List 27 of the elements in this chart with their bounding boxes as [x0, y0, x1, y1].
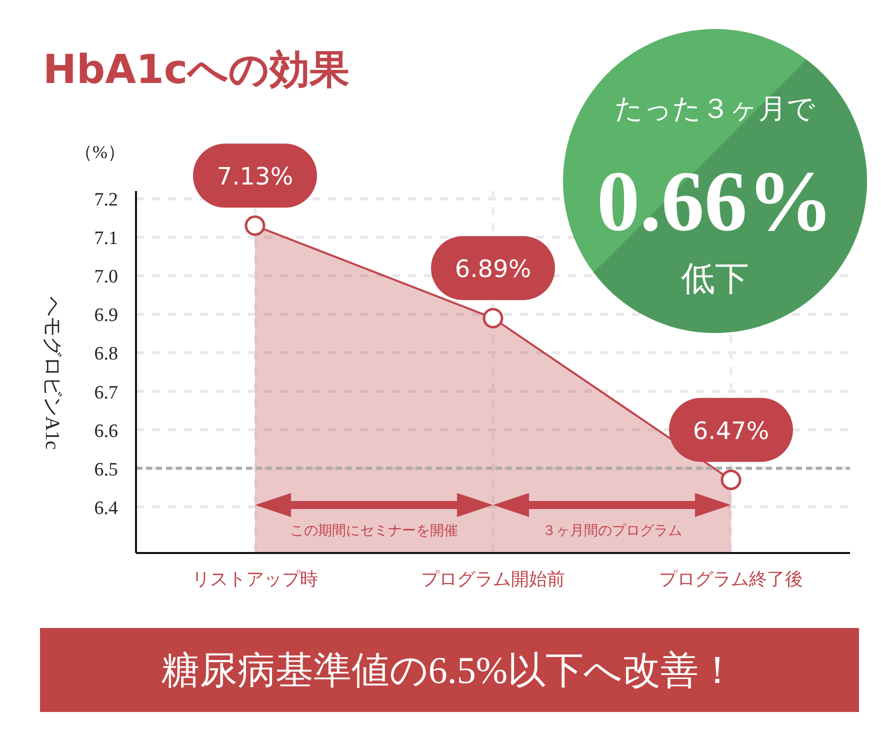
y-tick-label: 6.5 [94, 459, 118, 480]
annotation: この期間にセミナーを開催 [290, 523, 458, 539]
point [244, 215, 266, 236]
y-tick-label: 7.0 [94, 266, 118, 288]
y-tick-label: 6.4 [94, 498, 118, 519]
chart-title: HbA1cへの効果 [43, 47, 350, 93]
y-tick-label: 6.7 [94, 382, 118, 404]
annotation: 低下 [681, 261, 749, 298]
x-tick-label: プログラム終了後 [659, 569, 803, 589]
data-label: 6.89% [454, 255, 532, 284]
y-tick-label: 6.6 [94, 420, 118, 442]
y-tick-label: 6.8 [94, 344, 118, 365]
text: たった３ヶ月で [614, 94, 816, 125]
y-tick-label: 7.2 [94, 190, 118, 211]
x-tick-label: プログラム開始前 [421, 569, 565, 589]
data-label: 7.13% [216, 162, 294, 191]
y-tick-label: 6.9 [94, 305, 118, 326]
annotation: 0.66% [596, 153, 834, 249]
text: （%） [74, 142, 126, 162]
data-label: 6.47% [692, 416, 770, 445]
text: 糖尿病基準値の6.5%以下へ改善！ [161, 650, 737, 692]
y-axis-title: ヘモグロビンA1c [41, 296, 63, 450]
point [482, 308, 504, 328]
x-tick-label: リストアップ時 [192, 569, 318, 589]
annotation: ３ヶ月間のプログラム [542, 523, 682, 539]
point [720, 470, 742, 490]
y-tick-label: 7.1 [94, 228, 118, 250]
